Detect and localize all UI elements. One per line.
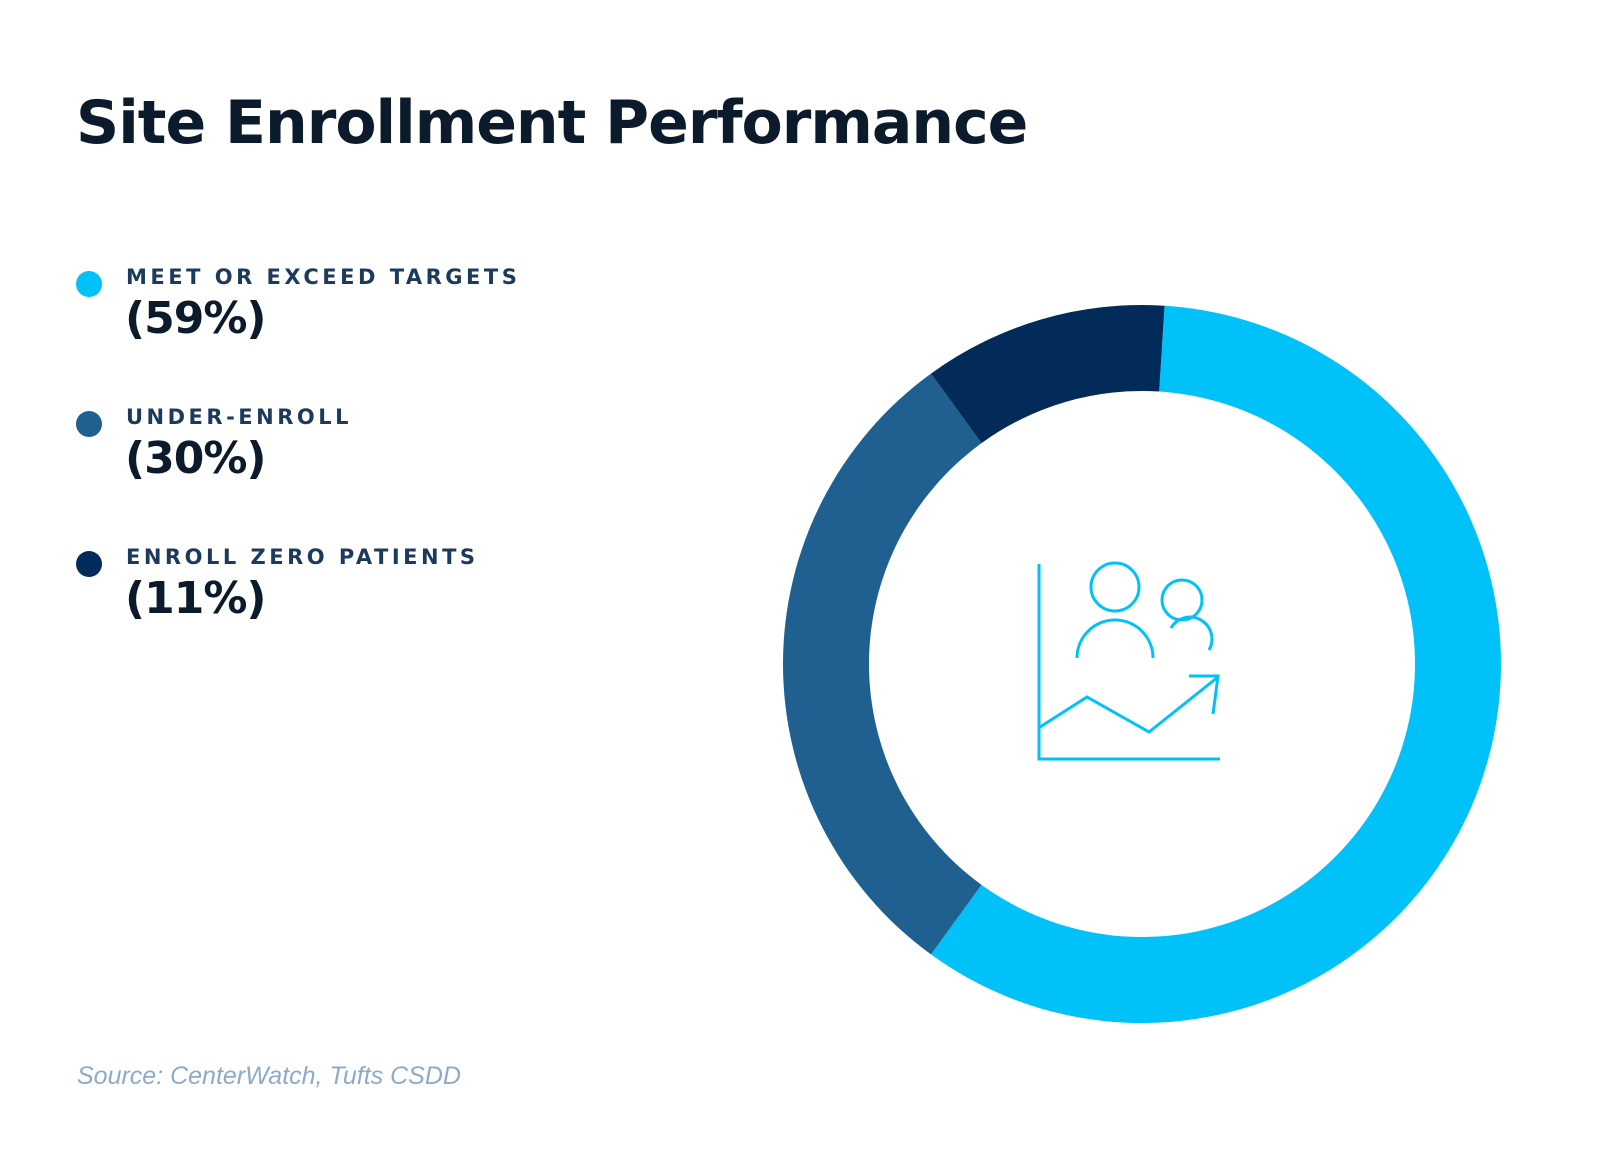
legend-value: (11%) xyxy=(125,573,267,624)
donut-slice-2 xyxy=(930,305,1165,444)
legend-value: (59%) xyxy=(125,293,267,344)
legend-label: UNDER-ENROLL xyxy=(126,405,352,429)
legend-value: (30%) xyxy=(125,433,267,484)
donut-slice-1 xyxy=(783,373,982,955)
legend-dot xyxy=(76,411,102,437)
chart-title: Site Enrollment Performance xyxy=(76,88,1028,158)
source-note: Source: CenterWatch, Tufts CSDD xyxy=(77,1062,461,1090)
legend-label: MEET OR EXCEED TARGETS xyxy=(126,265,521,289)
donut-slice-0 xyxy=(930,305,1501,1023)
legend-dot xyxy=(76,271,102,297)
people-growth-chart-icon xyxy=(1037,561,1220,761)
legend-dot xyxy=(76,551,102,577)
legend-label: ENROLL ZERO PATIENTS xyxy=(126,545,479,569)
